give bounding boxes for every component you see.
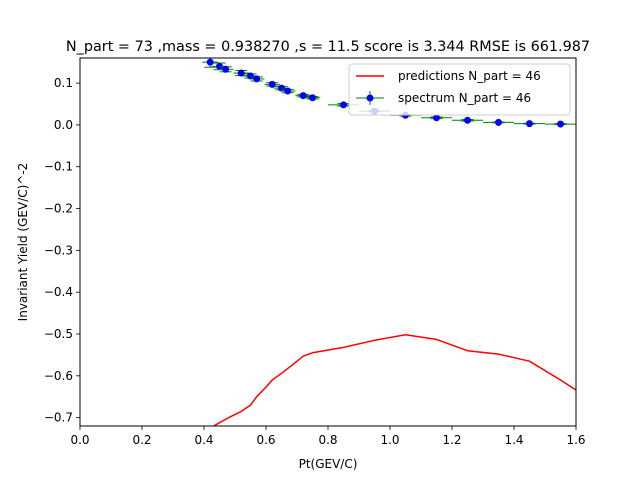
y-axis-ticks: −0.7 −0.6 −0.5 −0.4 −0.3 −0.2 −0.1 0.0 0.1 — [44, 76, 80, 425]
spectrum-point — [433, 114, 440, 122]
predictions-line — [212, 334, 576, 426]
chart-title: N_part = 73 ,mass = 0.938270 ,s = 11.5 s… — [66, 39, 590, 55]
x-tick-label: 0.8 — [318, 433, 337, 447]
spectrum-point — [309, 94, 316, 102]
spectrum-point — [526, 120, 533, 128]
y-tick-label: −0.6 — [44, 369, 73, 383]
x-tick-label: 0.2 — [132, 433, 151, 447]
spectrum-point — [340, 101, 347, 109]
x-axis-ticks: 0.0 0.2 0.4 0.6 0.8 1.0 1.2 1.4 1.6 — [70, 426, 586, 447]
legend: predictions N_part = 46 spectrum N_part … — [348, 63, 571, 116]
x-tick-label: 0.0 — [70, 433, 89, 447]
y-tick-label: −0.1 — [44, 160, 73, 174]
y-tick-label: 0.0 — [54, 118, 73, 132]
legend-box — [348, 63, 571, 116]
spectrum-point — [464, 116, 471, 124]
x-tick-label: 0.4 — [194, 433, 213, 447]
x-tick-label: 1.4 — [504, 433, 523, 447]
y-axis-label: Invariant Yield (GEV/C)^-2 — [16, 163, 30, 322]
spectrum-point — [557, 120, 564, 128]
spectrum-point — [495, 118, 502, 126]
x-axis-label: Pt(GEV/C) — [299, 457, 358, 471]
x-tick-label: 1.6 — [566, 433, 585, 447]
spectrum-point — [247, 72, 254, 80]
y-tick-label: −0.3 — [44, 243, 73, 257]
spectrum-point — [222, 65, 230, 73]
spectrum-point — [268, 80, 276, 88]
y-tick-label: −0.7 — [44, 411, 73, 425]
legend-marker-swatch — [366, 94, 374, 102]
y-tick-label: 0.1 — [54, 76, 73, 90]
x-tick-label: 1.2 — [442, 433, 461, 447]
spectrum-point — [284, 87, 292, 95]
spectrum-point — [237, 69, 245, 77]
spectrum-point — [206, 58, 214, 66]
x-tick-label: 1.0 — [380, 433, 399, 447]
legend-label-predictions: predictions N_part = 46 — [398, 69, 541, 83]
y-tick-label: −0.2 — [44, 202, 73, 216]
spectrum-point — [253, 75, 261, 83]
y-tick-label: −0.5 — [44, 327, 73, 341]
legend-label-spectrum: spectrum N_part = 46 — [398, 91, 531, 105]
y-tick-label: −0.4 — [44, 285, 73, 299]
x-tick-label: 0.6 — [256, 433, 275, 447]
spectrum-point — [216, 62, 223, 70]
